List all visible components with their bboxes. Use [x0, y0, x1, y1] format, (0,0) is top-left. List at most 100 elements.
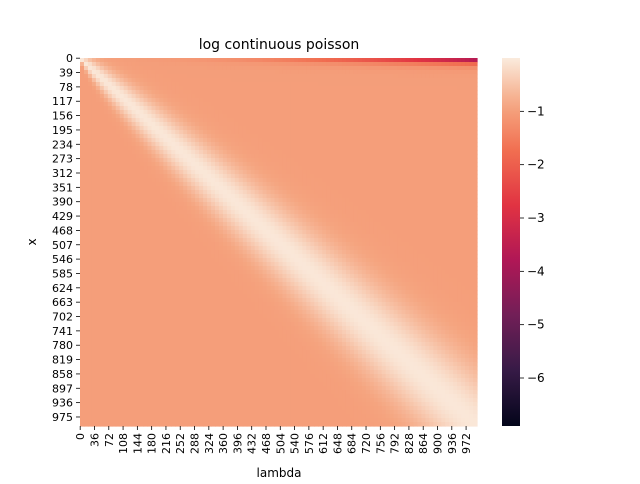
- heatmap-cell: [294, 134, 299, 139]
- heatmap-cell: [135, 194, 141, 199]
- heatmap-cell: [266, 94, 272, 99]
- heatmap-cell: [179, 110, 184, 115]
- heatmap-cell: [111, 190, 117, 195]
- heatmap-cell: [393, 218, 399, 223]
- heatmap-cell: [155, 66, 160, 71]
- heatmap-cell: [258, 62, 264, 67]
- heatmap-cell: [246, 250, 252, 255]
- heatmap-cell: [405, 114, 411, 119]
- heatmap-cell: [342, 78, 347, 83]
- heatmap-cell: [365, 122, 371, 127]
- heatmap-cell: [143, 94, 149, 99]
- heatmap-cell: [127, 170, 133, 175]
- heatmap-cell: [286, 130, 292, 135]
- heatmap-cell: [421, 190, 426, 195]
- heatmap-cell: [234, 182, 240, 187]
- heatmap-cell: [345, 150, 351, 155]
- heatmap-cell: [377, 254, 383, 259]
- heatmap-cell: [139, 138, 145, 143]
- heatmap-cell: [199, 134, 204, 139]
- heatmap-cell: [441, 246, 446, 251]
- heatmap-cell: [425, 150, 430, 155]
- heatmap-cell: [361, 74, 367, 79]
- heatmap-cell: [465, 106, 470, 111]
- heatmap-cell: [107, 66, 113, 71]
- heatmap-cell: [99, 66, 105, 71]
- heatmap-cell: [389, 250, 395, 255]
- heatmap-cell: [473, 142, 478, 147]
- heatmap-cell: [413, 126, 419, 131]
- heatmap-cell: [95, 110, 101, 115]
- heatmap-cell: [469, 226, 474, 231]
- heatmap-cell: [290, 82, 295, 87]
- heatmap-cell: [87, 178, 93, 183]
- heatmap-cell: [330, 186, 335, 191]
- heatmap-cell: [159, 98, 164, 103]
- heatmap-cell: [258, 86, 264, 91]
- heatmap-cell: [286, 86, 292, 91]
- heatmap-cell: [409, 242, 415, 247]
- heatmap-cell: [349, 246, 355, 251]
- heatmap-cell: [282, 162, 288, 167]
- heatmap-cell: [91, 114, 97, 119]
- heatmap-cell: [270, 134, 276, 139]
- heatmap-cell: [306, 138, 311, 143]
- heatmap-cell: [83, 118, 89, 123]
- heatmap-cell: [211, 206, 216, 211]
- heatmap-cell: [179, 158, 184, 163]
- heatmap-cell: [222, 242, 228, 247]
- heatmap-cell: [290, 130, 295, 135]
- heatmap-cell: [107, 82, 113, 87]
- heatmap-cell: [195, 210, 200, 215]
- heatmap-cell: [290, 98, 295, 103]
- heatmap-cell: [330, 222, 335, 227]
- heatmap-cell: [159, 158, 164, 163]
- heatmap-cell: [238, 170, 244, 175]
- heatmap-cell: [163, 106, 168, 111]
- heatmap-cell: [433, 106, 438, 111]
- heatmap-cell: [298, 194, 303, 199]
- heatmap-cell: [159, 118, 164, 123]
- heatmap-cell: [211, 154, 216, 159]
- heatmap-cell: [80, 66, 85, 71]
- heatmap-cell: [95, 170, 101, 175]
- heatmap-cell: [155, 234, 160, 239]
- heatmap-cell: [278, 206, 284, 211]
- heatmap-cell: [195, 122, 200, 127]
- heatmap-cell: [151, 182, 157, 187]
- heatmap-cell: [318, 146, 323, 151]
- heatmap-cell: [334, 194, 339, 199]
- heatmap-cell: [286, 110, 292, 115]
- heatmap-cell: [298, 118, 303, 123]
- heatmap-cell: [226, 78, 232, 83]
- heatmap-cell: [302, 138, 307, 143]
- heatmap-cell: [334, 146, 339, 151]
- heatmap-cell: [246, 142, 252, 147]
- heatmap-cell: [417, 86, 423, 91]
- heatmap-cell: [250, 210, 256, 215]
- heatmap-cell: [111, 226, 117, 231]
- heatmap-cell: [183, 146, 188, 151]
- heatmap-cell: [230, 198, 236, 203]
- heatmap-cell: [385, 86, 391, 91]
- heatmap-cell: [361, 190, 367, 195]
- heatmap-cell: [310, 150, 315, 155]
- heatmap-cell: [330, 230, 335, 235]
- heatmap-cell: [413, 170, 419, 175]
- heatmap-cell: [191, 94, 196, 99]
- heatmap-cell: [306, 174, 311, 179]
- heatmap-cell: [409, 106, 415, 111]
- heatmap-cell: [302, 214, 307, 219]
- heatmap-cell: [119, 58, 125, 63]
- heatmap-cell: [119, 118, 125, 123]
- heatmap-cell: [274, 214, 280, 219]
- heatmap-cell: [473, 174, 478, 179]
- heatmap-cell: [87, 126, 93, 131]
- heatmap-cell: [294, 126, 299, 131]
- heatmap-cell: [345, 70, 351, 75]
- heatmap-cell: [143, 194, 149, 199]
- heatmap-cell: [139, 74, 145, 79]
- heatmap-cell: [191, 114, 196, 119]
- heatmap-cell: [441, 62, 446, 67]
